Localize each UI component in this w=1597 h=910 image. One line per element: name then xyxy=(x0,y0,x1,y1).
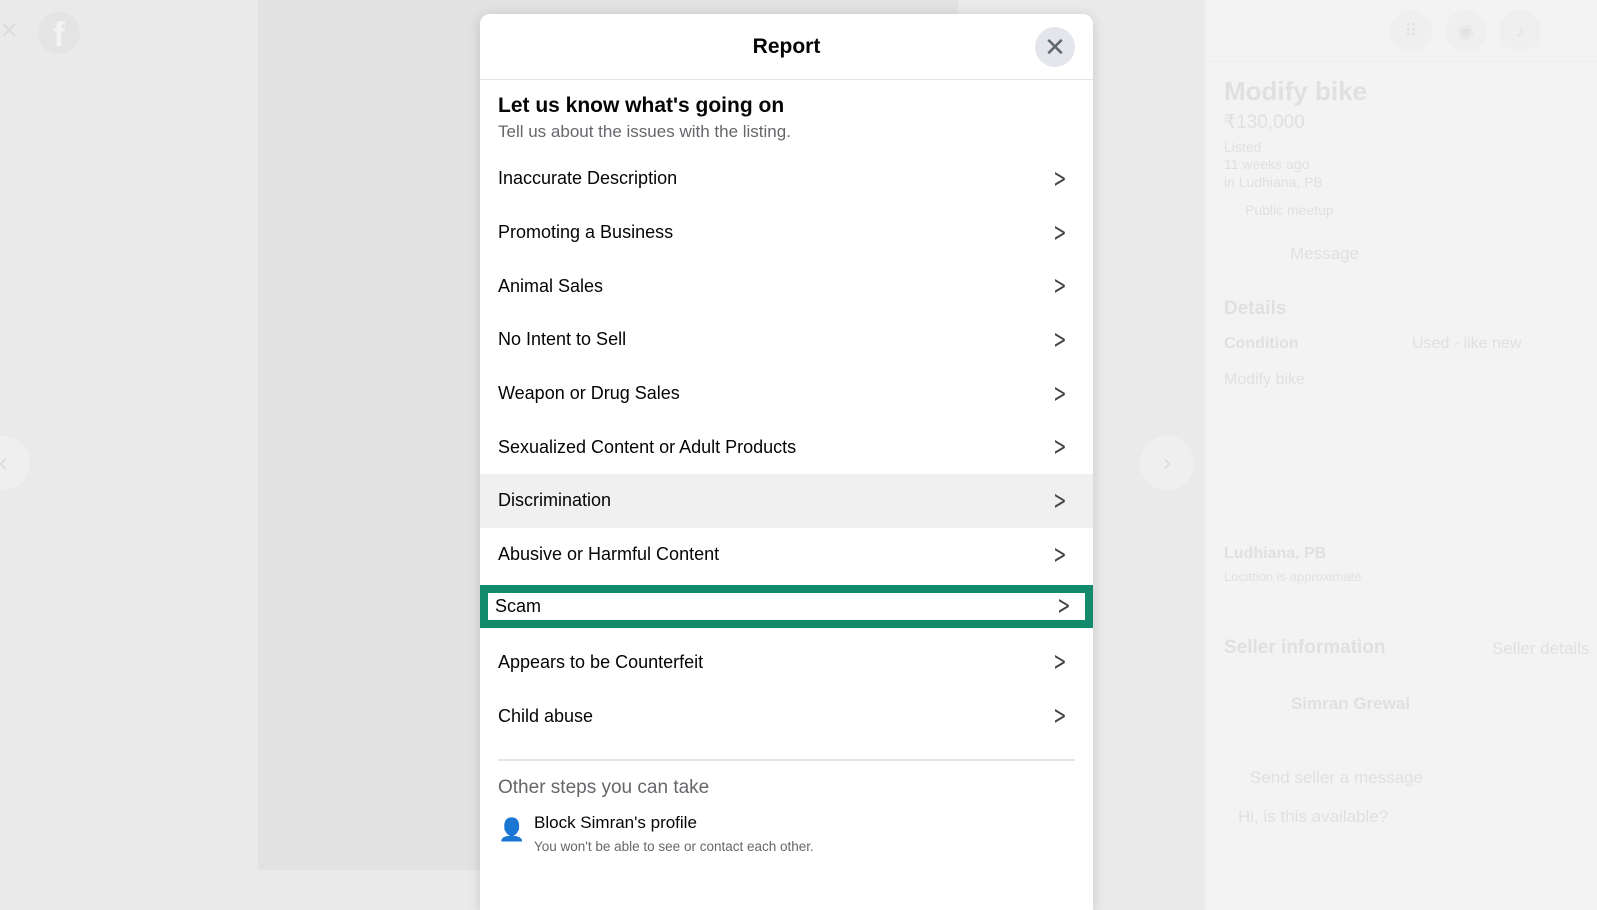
report-reason-child-abuse[interactable]: Child abuse > xyxy=(480,689,1093,743)
reason-label: Abusive or Harmful Content xyxy=(498,544,720,565)
seller-name[interactable]: Simran Grewal xyxy=(1291,694,1411,713)
block-profile-option[interactable]: 👤 Block Simran's profile You won't be ab… xyxy=(498,813,1075,854)
report-reason-scam[interactable]: Scam > xyxy=(480,584,1093,628)
chevron-right-icon: > xyxy=(1053,217,1067,248)
menu-grid-icon[interactable]: ⠿ xyxy=(1390,10,1432,52)
other-steps-heading: Other steps you can take xyxy=(498,776,710,798)
dialog-subheading: Tell us about the issues with the listin… xyxy=(498,122,791,141)
report-reason-inaccurate-description[interactable]: Inaccurate Description > xyxy=(480,152,1093,206)
reason-label: Promoting a Business xyxy=(498,222,674,243)
listing-title: Modify bike xyxy=(1224,76,1368,106)
reason-label: Weapon or Drug Sales xyxy=(498,383,680,404)
dialog-heading: Let us know what's going on xyxy=(498,94,785,117)
report-dialog: Report ✕ Let us know what's going on Tel… xyxy=(480,14,1093,910)
report-reason-appears-to-be-counterfeit[interactable]: Appears to be Counterfeit > xyxy=(480,636,1093,690)
chevron-right-icon: > xyxy=(1053,485,1067,516)
messenger-icon[interactable]: ◉ xyxy=(1445,10,1487,52)
chevron-right-icon: > xyxy=(1053,432,1067,463)
details-heading: Details xyxy=(1224,298,1287,319)
listed-location: in Ludhiana, PB xyxy=(1224,174,1323,190)
seller-heading: Seller information xyxy=(1224,637,1386,658)
report-reason-promoting-a-business[interactable]: Promoting a Business > xyxy=(480,206,1093,260)
reason-label: Appears to be Counterfeit xyxy=(498,651,704,672)
close-button[interactable]: ✕ xyxy=(1035,27,1075,67)
reason-label: Discrimination xyxy=(498,490,612,511)
message-button[interactable]: Message xyxy=(1290,244,1359,263)
dialog-title: Report xyxy=(752,35,821,58)
next-photo-button[interactable]: › xyxy=(1140,436,1194,490)
reason-label: No Intent to Sell xyxy=(498,329,627,350)
chevron-right-icon: > xyxy=(1053,647,1067,678)
divider xyxy=(498,758,1075,761)
condition-label: Condition xyxy=(1224,335,1299,352)
dialog-header: Report ✕ xyxy=(480,14,1093,80)
block-user-icon: 👤 xyxy=(498,816,526,842)
condition-value: Used - like new xyxy=(1412,335,1522,352)
block-title: Block Simran's profile xyxy=(534,812,697,832)
close-icon[interactable]: ✕ xyxy=(0,18,19,43)
chevron-right-icon: > xyxy=(1053,163,1067,194)
reason-label: Scam xyxy=(495,595,542,616)
report-reason-abusive-or-harmful-content[interactable]: Abusive or Harmful Content > xyxy=(480,528,1093,582)
report-reason-no-intent-to-sell[interactable]: No Intent to Sell > xyxy=(480,313,1093,367)
seller-details-link[interactable]: Seller details xyxy=(1492,639,1590,658)
report-reason-sexualized-content-or-adult-products[interactable]: Sexualized Content or Adult Products > xyxy=(480,420,1093,474)
report-reason-weapon-or-drug-sales[interactable]: Weapon or Drug Sales > xyxy=(480,367,1093,421)
report-reason-animal-sales[interactable]: Animal Sales > xyxy=(480,259,1093,313)
send-message-label: Send seller a message xyxy=(1250,768,1423,787)
chevron-right-icon: > xyxy=(1053,378,1067,409)
chevron-right-icon: > xyxy=(1057,591,1071,621)
description: Modify bike xyxy=(1224,371,1305,388)
chevron-right-icon: > xyxy=(1053,324,1067,355)
report-reasons-list: Inaccurate Description > Promoting a Busin… xyxy=(480,152,1093,743)
listed-time: 11 weeks ago xyxy=(1224,156,1310,172)
reason-label: Animal Sales xyxy=(498,275,604,296)
listing-sidebar: ⠿ ◉ ♪ Modify bike ₹130,000 Listed 11 wee… xyxy=(1205,0,1597,910)
chevron-right-icon: > xyxy=(1053,701,1067,732)
bell-icon[interactable]: ♪ xyxy=(1499,10,1541,52)
message-input[interactable]: Hi, is this available? xyxy=(1238,807,1389,826)
reason-label: Inaccurate Description xyxy=(498,168,678,189)
close-icon: ✕ xyxy=(1044,32,1066,62)
chevron-right-icon: > xyxy=(1053,271,1067,302)
top-bar: ⠿ ◉ ♪ xyxy=(1205,0,1597,62)
price: ₹130,000 xyxy=(1224,112,1305,133)
listed-label: Listed xyxy=(1224,139,1262,155)
map-location: Ludhiana, PB xyxy=(1224,545,1327,562)
block-subtitle: You won't be able to see or contact each… xyxy=(534,838,814,854)
facebook-logo[interactable]: f xyxy=(38,12,80,54)
meetup-label: Public meetup xyxy=(1245,202,1334,218)
reason-label: Sexualized Content or Adult Products xyxy=(498,436,797,457)
chevron-right-icon: > xyxy=(1053,539,1067,570)
report-reason-discrimination[interactable]: Discrimination > xyxy=(480,474,1093,528)
map-note: Location is approximate xyxy=(1224,569,1362,584)
reason-label: Child abuse xyxy=(498,705,594,726)
